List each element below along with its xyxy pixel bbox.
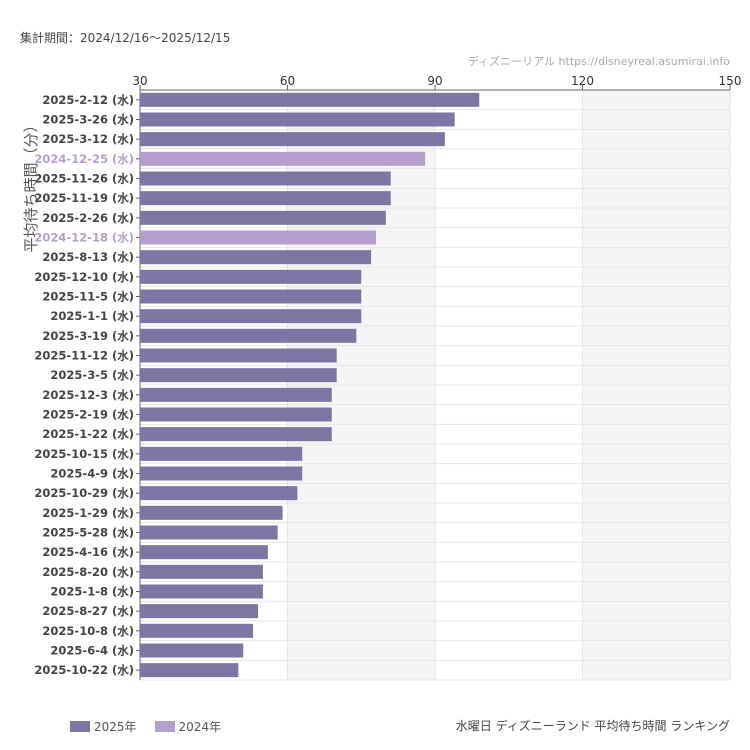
y-tick-label: 2025-10-29 (水) xyxy=(34,486,134,500)
legend-item-2025[interactable]: 2025年 xyxy=(70,718,137,735)
y-tick-label: 2025-3-5 (水) xyxy=(50,368,134,382)
bar xyxy=(140,466,303,481)
legend-swatch xyxy=(154,721,175,732)
y-tick-label: 2025-3-19 (水) xyxy=(42,329,134,343)
bar xyxy=(140,505,283,520)
y-tick-label: 2025-2-26 (水) xyxy=(42,211,134,225)
bar xyxy=(140,564,263,579)
bar xyxy=(140,486,298,501)
y-tick-label: 2025-4-16 (水) xyxy=(42,545,134,559)
y-tick-label: 2024-12-25 (水) xyxy=(34,152,134,166)
x-tick-label: 30 xyxy=(132,74,147,88)
legend-swatch xyxy=(70,721,90,732)
bar xyxy=(140,525,278,540)
y-tick-label: 2025-1-8 (水) xyxy=(50,585,134,599)
bar xyxy=(140,663,239,678)
bar xyxy=(140,545,268,560)
period-label: 集計期間：2024/12/16〜2025/12/15 xyxy=(20,31,231,45)
y-tick-label: 2025-12-3 (水) xyxy=(42,388,134,402)
bar xyxy=(140,171,391,186)
y-tick-label: 2025-5-28 (水) xyxy=(42,526,134,540)
bar xyxy=(140,210,386,225)
bar xyxy=(140,348,337,363)
y-tick-label: 2025-10-22 (水) xyxy=(34,663,134,677)
bar xyxy=(140,446,303,461)
bar xyxy=(140,427,332,442)
bar xyxy=(140,151,426,166)
bar xyxy=(140,191,391,206)
bar xyxy=(140,92,480,107)
y-tick-label: 2025-4-9 (水) xyxy=(50,467,134,481)
bar xyxy=(140,584,263,599)
bar xyxy=(140,328,357,343)
x-tick-label: 60 xyxy=(280,74,295,88)
legend: 2025年 2024年 xyxy=(70,718,221,735)
bar xyxy=(140,604,258,619)
bar xyxy=(140,132,445,147)
y-tick-label: 2025-2-12 (水) xyxy=(42,93,134,107)
y-tick-label: 2025-3-26 (水) xyxy=(42,113,134,127)
legend-item-2024[interactable]: 2024年 xyxy=(154,718,222,735)
y-tick-label: 2025-6-4 (水) xyxy=(50,644,134,658)
bar xyxy=(140,289,362,304)
y-tick-label: 2025-10-8 (水) xyxy=(42,624,134,638)
bar xyxy=(140,269,362,284)
site-credit: ディズニーリアル https://disneyreal.asumirai.inf… xyxy=(467,55,730,68)
bar xyxy=(140,407,332,422)
y-tick-label: 2025-11-19 (水) xyxy=(34,191,134,205)
y-tick-label: 2025-2-19 (水) xyxy=(42,408,134,422)
bar xyxy=(140,309,362,324)
x-tick-label: 90 xyxy=(427,74,442,88)
y-tick-label: 2025-1-22 (水) xyxy=(42,427,134,441)
y-tick-label: 2025-11-26 (水) xyxy=(34,172,134,186)
bar xyxy=(140,387,332,402)
y-tick-label: 2025-3-12 (水) xyxy=(42,132,134,146)
y-tick-label: 2025-12-10 (水) xyxy=(34,270,134,284)
y-tick-label: 2025-11-12 (水) xyxy=(34,349,134,363)
bar xyxy=(140,368,337,383)
y-tick-label: 2025-1-1 (水) xyxy=(50,309,134,323)
y-tick-label: 2025-11-5 (水) xyxy=(42,290,134,304)
bar xyxy=(140,112,455,127)
bar xyxy=(140,250,372,265)
y-tick-label: 2025-10-15 (水) xyxy=(34,447,134,461)
chart-title: 水曜日 ディズニーランド 平均待ち時間 ランキング xyxy=(455,719,730,733)
y-tick-label: 2025-8-27 (水) xyxy=(42,604,134,618)
y-axis-label: 平均待ち時間（分） xyxy=(22,117,40,252)
y-tick-label: 2025-8-20 (水) xyxy=(42,565,134,579)
bar xyxy=(140,643,244,658)
legend-label: 2025年 xyxy=(94,720,137,734)
bar xyxy=(140,623,254,638)
y-tick-label: 2025-8-13 (水) xyxy=(42,250,134,264)
x-tick-label: 150 xyxy=(719,74,742,88)
y-tick-label: 2024-12-18 (水) xyxy=(34,231,134,245)
bar xyxy=(140,230,376,245)
x-tick-label: 120 xyxy=(571,74,594,88)
y-tick-label: 2025-1-29 (水) xyxy=(42,506,134,520)
legend-label: 2024年 xyxy=(178,720,222,734)
